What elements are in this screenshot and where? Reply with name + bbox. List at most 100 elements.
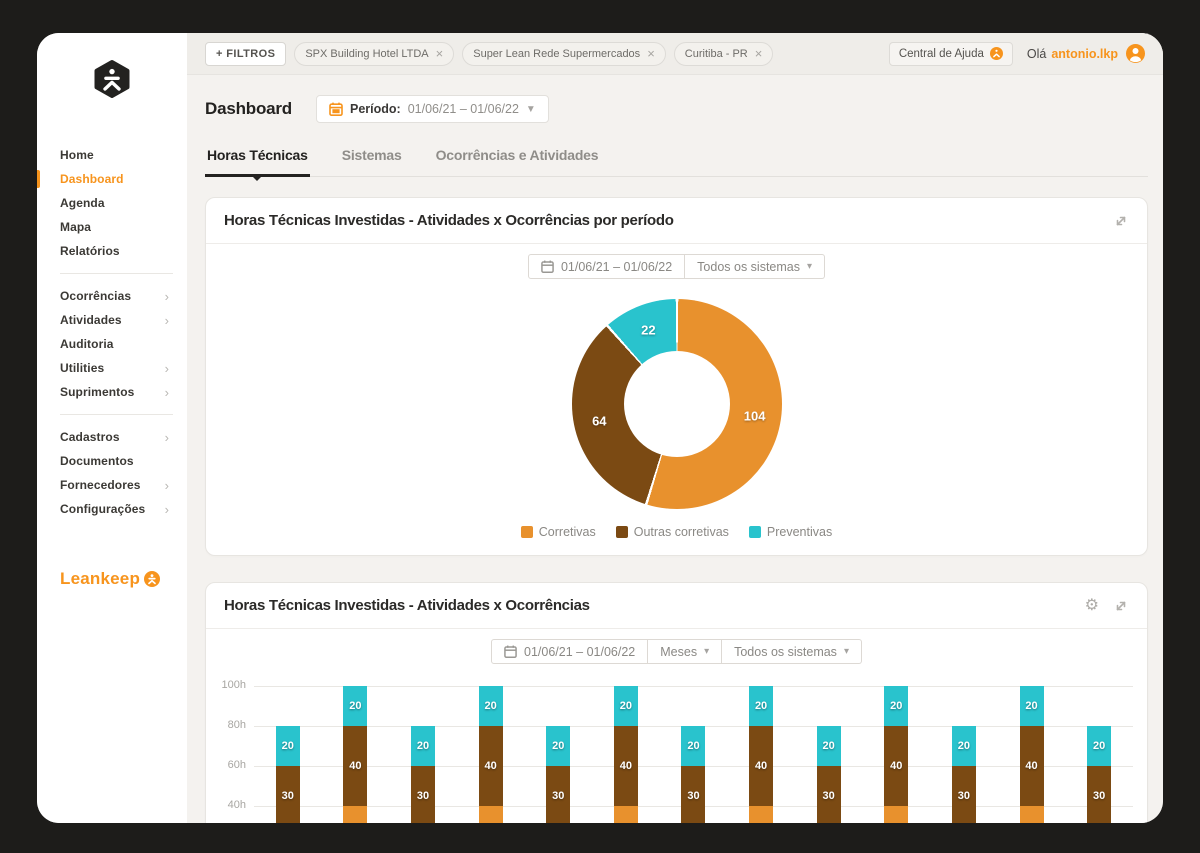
- sidebar-item-label: Dashboard: [60, 172, 124, 186]
- remove-filter-icon[interactable]: ×: [435, 46, 444, 61]
- sidebar-item-label: Agenda: [60, 196, 105, 210]
- card-donut: Horas Técnicas Investidas - Atividades x…: [205, 197, 1148, 556]
- sidebar-item-home[interactable]: Home: [37, 143, 187, 167]
- leankeep-brand: Leankeep: [60, 569, 187, 589]
- bar-value-label: 20: [416, 740, 430, 752]
- card-bars-header: Horas Técnicas Investidas - Atividades x…: [206, 583, 1147, 629]
- bar-segment: 30: [681, 766, 706, 823]
- bar-segment: 30: [275, 766, 300, 823]
- sidebar-item-cadastros[interactable]: Cadastros ›: [37, 425, 187, 449]
- bar-segment: 40: [613, 806, 638, 823]
- donut-chart: 104 64 22: [571, 299, 782, 509]
- card-donut-title: Horas Técnicas Investidas - Atividades x…: [224, 212, 674, 229]
- bar-value-label: 20: [619, 700, 632, 712]
- sidebar-item-label: Mapa: [60, 220, 92, 234]
- sidebar-item-label: Atividades: [60, 313, 122, 327]
- help-label: Central de Ajuda: [898, 47, 984, 60]
- bar-segment: 20: [411, 726, 436, 766]
- sidebar-item-suprimentos[interactable]: Suprimentos ›: [37, 380, 187, 404]
- sidebar-item-label: Utilities: [60, 361, 105, 375]
- donut-systems-filter[interactable]: Todos os sistemas ▾: [685, 254, 826, 279]
- brand-wordmark: Leankeep: [60, 569, 141, 588]
- chevron-down-icon: ▼: [525, 103, 536, 115]
- bar-column: 203030: [816, 726, 841, 823]
- bars: 20 30 30 20 40 40 20 30 30 20 40 40 20 30 30 20 40 40 20 30…: [254, 686, 1133, 823]
- help-button[interactable]: Central de Ajuda: [888, 41, 1013, 66]
- bar-segment: 40: [884, 726, 909, 806]
- donut-legend: Corretivas Outras corretivas Preventivas: [206, 523, 1147, 555]
- bars-date-filter[interactable]: 01/06/21 – 01/06/22: [491, 639, 649, 664]
- sidebar-item-mapa[interactable]: Mapa: [37, 215, 187, 239]
- legend-swatch: [520, 526, 533, 538]
- card-bars-title: Horas Técnicas Investidas - Atividades x…: [224, 597, 590, 614]
- bar-value-label: 20: [687, 740, 700, 752]
- sidebar-item-documentos[interactable]: Documentos: [37, 449, 187, 473]
- bar-segment: 30: [951, 766, 976, 823]
- donut-date-filter[interactable]: 01/06/21 – 01/06/22: [527, 254, 686, 279]
- filter-chips: SPX Building Hotel LTDA × Super Lean Rede …: [294, 41, 774, 66]
- sidebar-item-auditoria[interactable]: Auditoria: [37, 332, 187, 356]
- gear-icon[interactable]: ⚙: [1084, 596, 1099, 614]
- bar-value-label: 30: [281, 790, 294, 802]
- tab-bar: Horas Técnicas Sistemas Ocorrências e At…: [205, 147, 1148, 177]
- bar-column: 203030: [1087, 726, 1112, 823]
- remove-filter-icon[interactable]: ×: [647, 46, 655, 61]
- period-picker[interactable]: Período: 01/06/21 – 01/06/22 ▼: [316, 95, 549, 123]
- expand-icon[interactable]: [1113, 213, 1129, 229]
- legend-label: Corretivas: [538, 525, 596, 539]
- sidebar-item-label: Configurações: [60, 502, 146, 516]
- sidebar-item-label: Ocorrências: [60, 289, 132, 303]
- donut-value-label: 104: [743, 408, 766, 424]
- calendar-icon: [541, 260, 554, 273]
- chevron-down-icon: ▾: [704, 646, 710, 657]
- bar-value-label: 20: [822, 740, 835, 752]
- bars-group-filter[interactable]: Meses ▾: [648, 639, 723, 664]
- filters-button[interactable]: + FILTROS: [205, 41, 287, 66]
- tab-sistemas[interactable]: Sistemas: [341, 147, 402, 163]
- sidebar-item-label: Suprimentos: [60, 385, 135, 399]
- y-axis-tick: 100h: [221, 679, 246, 691]
- sidebar-item-configuracoes[interactable]: Configurações ›: [37, 497, 187, 521]
- legend-swatch: [615, 526, 628, 538]
- chevron-down-icon: ▾: [843, 646, 849, 657]
- bar-segment: 20: [275, 726, 300, 766]
- legend-swatch: [748, 526, 761, 538]
- bar-column: 20 40 40: [343, 686, 368, 823]
- bars-systems-value: Todos os sistemas: [734, 644, 837, 659]
- sidebar-item-ocorrencias[interactable]: Ocorrências ›: [37, 284, 187, 308]
- sidebar-item-fornecedores[interactable]: Fornecedores ›: [37, 473, 187, 497]
- bar-segment: 20: [749, 686, 774, 726]
- bar-column: 20 40 40: [749, 686, 774, 823]
- bar-value-label: 30: [822, 790, 835, 802]
- card-bars: Horas Técnicas Investidas - Atividades x…: [205, 582, 1148, 823]
- bar-value-label: 20: [484, 700, 497, 712]
- legend-label: Outras corretivas: [633, 525, 729, 539]
- donut-value-label: 22: [641, 322, 656, 338]
- expand-icon[interactable]: [1113, 598, 1129, 614]
- filter-chip-label: Curitiba - PR: [684, 47, 748, 60]
- sidebar-item-utilities[interactable]: Utilities ›: [37, 356, 187, 380]
- user-greeting[interactable]: Olá antonio.lkp: [1027, 44, 1145, 63]
- sidebar-item-atividades[interactable]: Atividades ›: [37, 308, 187, 332]
- filter-chip[interactable]: Super Lean Rede Supermercados ×: [462, 41, 666, 66]
- calendar-icon: [329, 102, 343, 116]
- sidebar-item-relatorios[interactable]: Relatórios: [37, 239, 187, 263]
- remove-filter-icon[interactable]: ×: [754, 46, 763, 61]
- bars-systems-filter[interactable]: Todos os sistemas ▾: [722, 639, 862, 664]
- filter-chip[interactable]: SPX Building Hotel LTDA ×: [294, 41, 455, 66]
- bar-segment: 40: [1019, 726, 1044, 806]
- tab-horas-tecnicas[interactable]: Horas Técnicas: [205, 147, 310, 177]
- filter-chip[interactable]: Curitiba - PR ×: [673, 41, 774, 66]
- sidebar-item-agenda[interactable]: Agenda: [37, 191, 187, 215]
- bar-segment: 40: [343, 806, 368, 823]
- sidebar-item-dashboard[interactable]: Dashboard: [37, 167, 187, 191]
- chevron-right-icon: ›: [164, 360, 169, 376]
- y-axis-tick: 60h: [227, 759, 246, 771]
- bar-value-label: 20: [281, 740, 294, 752]
- sidebar-item-label: Relatórios: [60, 244, 120, 258]
- tab-ocorrencias-atividades[interactable]: Ocorrências e Atividades: [435, 147, 599, 163]
- sidebar-nav: Home Dashboard Agenda Mapa Relatórios Ocorrên…: [37, 143, 187, 521]
- sidebar-item-label: Fornecedores: [60, 478, 141, 492]
- user-avatar-icon[interactable]: [1126, 44, 1145, 63]
- bar-segment: 20: [884, 686, 909, 726]
